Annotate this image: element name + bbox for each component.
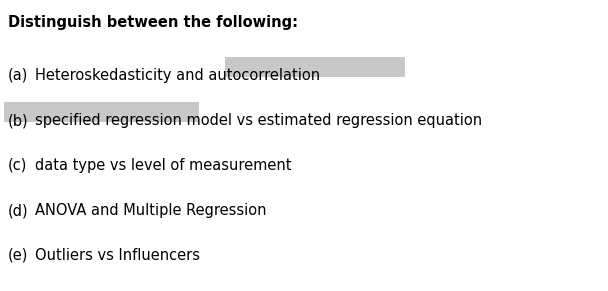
Text: (a): (a) [8, 68, 29, 83]
Text: Outliers vs Influencers: Outliers vs Influencers [35, 248, 200, 263]
Text: data type vs level of measurement: data type vs level of measurement [35, 158, 291, 173]
Bar [225, 57, 405, 77]
Text: (d): (d) [8, 203, 29, 218]
Text: (c): (c) [8, 158, 27, 173]
Text: specified regression model vs estimated regression equation: specified regression model vs estimated … [35, 113, 482, 128]
Bar [4, 102, 199, 122]
Text: Heteroskedasticity and autocorrelation: Heteroskedasticity and autocorrelation [35, 68, 320, 83]
Text: (e): (e) [8, 248, 29, 263]
Text: Distinguish between the following:: Distinguish between the following: [8, 15, 298, 30]
Text: (b): (b) [8, 113, 29, 128]
Text: ANOVA and Multiple Regression: ANOVA and Multiple Regression [35, 203, 266, 218]
